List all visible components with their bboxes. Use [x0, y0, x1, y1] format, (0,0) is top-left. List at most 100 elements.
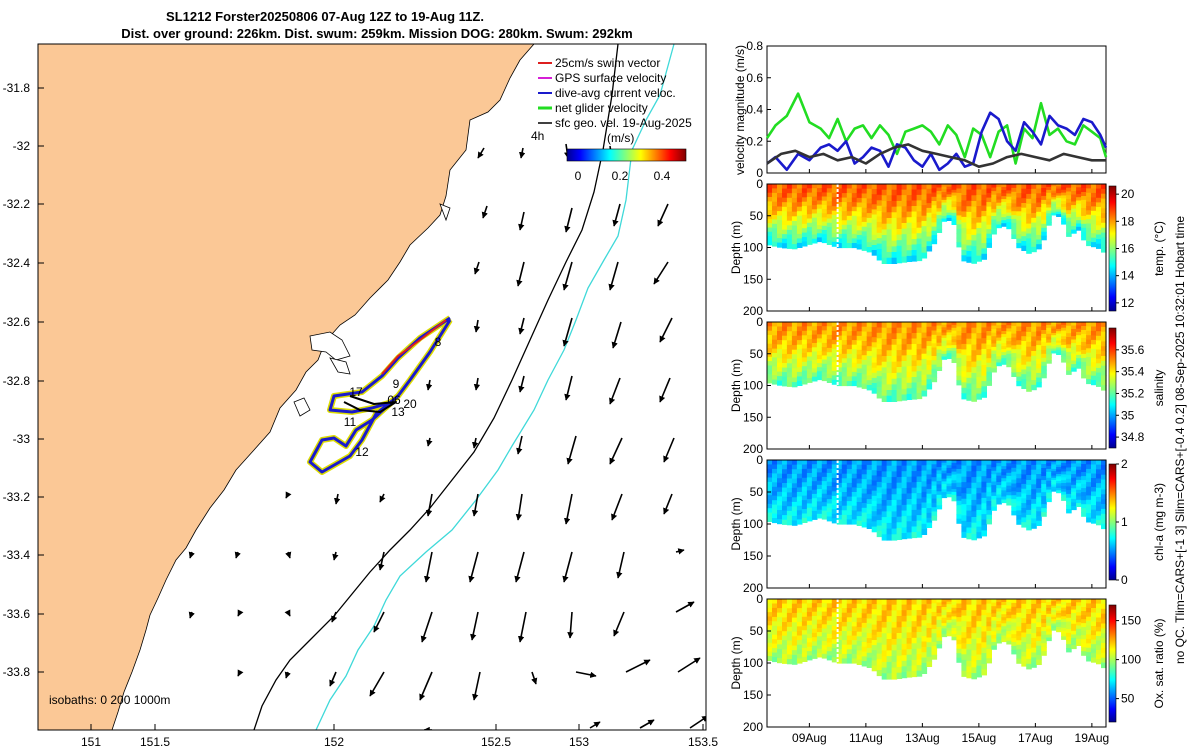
section-cell — [896, 621, 903, 628]
section-cell — [956, 206, 962, 212]
section-cell — [886, 333, 893, 340]
section-cell — [921, 620, 928, 627]
section-cell — [901, 471, 908, 478]
section-cell — [811, 603, 818, 608]
section-cell — [941, 348, 948, 352]
section-cell — [876, 620, 883, 627]
section-cell — [986, 603, 992, 609]
section-cell — [881, 212, 888, 219]
section-cell — [1021, 603, 1027, 610]
section-cell — [806, 507, 813, 513]
section-cell — [777, 322, 783, 328]
section-cell — [1001, 184, 1007, 188]
section-cell — [1066, 210, 1072, 215]
section-cell — [772, 223, 778, 229]
section-cell — [1101, 513, 1107, 520]
section-cell — [806, 603, 813, 609]
section-cell — [846, 621, 853, 628]
section-cell — [891, 218, 898, 225]
section-cell — [1096, 520, 1102, 526]
section-cell — [1001, 602, 1007, 606]
section-cell — [1041, 635, 1047, 640]
section-cell — [931, 654, 938, 660]
section-cell — [891, 322, 898, 329]
section-cell — [1006, 640, 1012, 645]
section-cell — [986, 376, 992, 382]
section-cell — [831, 326, 838, 332]
section-cell — [826, 356, 833, 362]
section-cell — [1071, 620, 1077, 625]
section-cell — [1071, 215, 1077, 220]
section-cell — [1041, 480, 1047, 485]
section-cell — [1026, 184, 1032, 190]
section-cell — [851, 519, 858, 525]
section-cell — [831, 621, 838, 627]
section-cell — [786, 358, 793, 364]
section-cell — [1001, 325, 1007, 329]
section-cell — [1066, 617, 1072, 623]
section-cell — [1056, 184, 1062, 187]
section-cell — [1041, 603, 1047, 608]
section-cell — [831, 366, 838, 372]
section-cell — [971, 599, 977, 606]
section-cell — [806, 607, 813, 613]
section-cell — [791, 617, 798, 623]
section-cell — [911, 515, 918, 522]
section-cell — [866, 360, 873, 367]
section-cell — [966, 666, 972, 673]
section-cell — [971, 650, 977, 657]
section-cell — [1041, 500, 1047, 505]
section-cell — [971, 477, 977, 484]
section-cell — [811, 351, 818, 357]
section-cell — [961, 465, 967, 472]
section-cell — [821, 342, 828, 348]
section-cell — [816, 628, 823, 633]
section-cell — [861, 603, 868, 610]
section-cell — [991, 463, 997, 468]
section-cell — [1011, 211, 1017, 216]
section-cell — [886, 673, 893, 680]
section-cell — [976, 482, 982, 489]
geo-velocity-arrow — [284, 609, 291, 617]
section-cell — [971, 656, 977, 663]
section-cell — [1016, 376, 1022, 382]
section-cell — [1081, 322, 1087, 327]
section-cell — [1101, 484, 1107, 490]
section-cell — [991, 609, 997, 614]
section-cell — [841, 224, 848, 230]
section-cell — [826, 499, 833, 504]
velocity-line-0 — [765, 92, 1108, 165]
section-cell — [951, 189, 958, 194]
section-cell — [821, 506, 828, 512]
section-cell — [951, 636, 958, 641]
section-cell — [966, 195, 972, 202]
section-cell — [836, 599, 843, 605]
section-cell — [871, 352, 878, 359]
section-cell — [1026, 208, 1032, 215]
section-cell — [901, 655, 908, 662]
section-cell — [881, 477, 888, 484]
section-cell — [861, 627, 868, 634]
section-cell — [786, 464, 793, 470]
section-cell — [786, 473, 793, 480]
section-cell — [921, 353, 928, 360]
section-cell — [1056, 338, 1062, 342]
section-cell — [906, 621, 913, 628]
section-cell — [951, 489, 958, 493]
section-cell — [1091, 491, 1097, 497]
section-cell — [1076, 602, 1082, 607]
colorbar-tick-label: 16 — [1121, 242, 1135, 256]
section-cell — [881, 661, 888, 669]
section-cell — [811, 205, 818, 210]
section-cell — [1066, 195, 1072, 200]
section-cell — [961, 610, 967, 617]
section-cell — [836, 211, 843, 217]
section-cell — [946, 340, 953, 344]
section-cell — [1051, 621, 1057, 624]
section-cell — [767, 361, 773, 366]
section-cell — [986, 621, 992, 627]
section-cell — [1031, 322, 1037, 328]
section-cell — [941, 202, 948, 206]
section-cell — [881, 465, 888, 472]
map-ticks: 151 151.5 152 152.5 153 153.5-31.8-32-32.2-32… — [3, 81, 719, 749]
